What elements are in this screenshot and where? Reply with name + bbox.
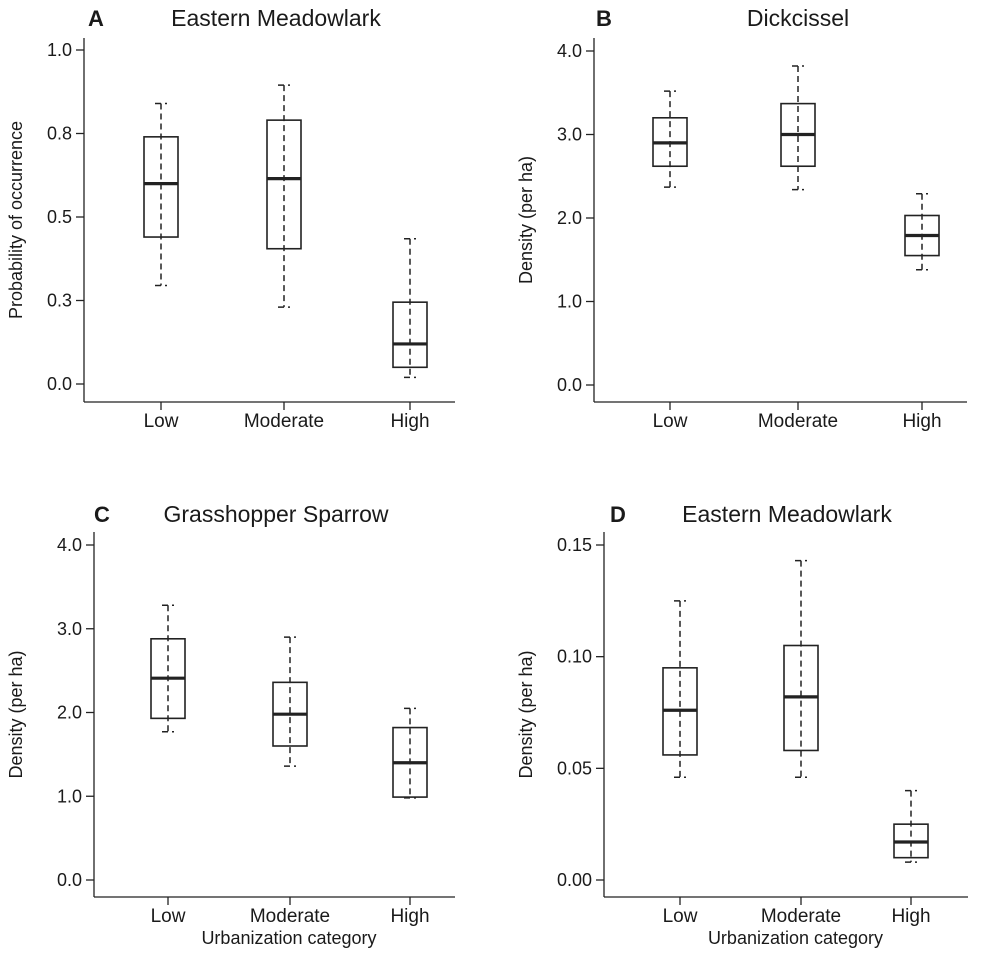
y-tick-label: 0.05 bbox=[557, 758, 592, 778]
y-tick-label: 0.8 bbox=[47, 124, 72, 144]
y-axis-title: Probability of occurrence bbox=[6, 121, 26, 319]
y-tick-label: 3.0 bbox=[57, 619, 82, 639]
box-low bbox=[150, 604, 186, 733]
box-high bbox=[893, 789, 929, 863]
y-tick-label: 0.3 bbox=[47, 291, 72, 311]
x-axis-title: Urbanization category bbox=[708, 928, 883, 948]
x-tick-label: High bbox=[390, 411, 429, 432]
y-axis-title: Density (per ha) bbox=[516, 650, 536, 778]
box-moderate bbox=[272, 636, 308, 767]
panel-letter: A bbox=[88, 6, 104, 31]
y-axis-title: Density (per ha) bbox=[516, 156, 536, 284]
box-high bbox=[392, 237, 428, 379]
box-moderate bbox=[783, 559, 819, 779]
panel-letter: C bbox=[94, 502, 110, 527]
panel-a: A Eastern Meadowlark 0.0 0.3 0.5 0.8 1.0 Probab… bbox=[6, 5, 455, 432]
x-tick-label: Moderate bbox=[758, 411, 838, 432]
box-high bbox=[904, 193, 940, 271]
box-moderate bbox=[780, 65, 816, 191]
box-low bbox=[652, 90, 688, 188]
panel-letter: B bbox=[596, 6, 612, 31]
y-tick-label: 1.0 bbox=[57, 786, 82, 806]
x-axis-title: Urbanization category bbox=[201, 928, 376, 948]
panel-title: Eastern Meadowlark bbox=[682, 501, 892, 527]
panel-title: Grasshopper Sparrow bbox=[164, 501, 389, 527]
y-tick-label: 3.0 bbox=[557, 125, 582, 145]
y-tick-label: 4.0 bbox=[557, 41, 582, 61]
y-tick-label: 1.0 bbox=[47, 40, 72, 60]
y-tick-label: 0.15 bbox=[557, 535, 592, 555]
x-tick-label: High bbox=[891, 906, 930, 927]
y-tick-label: 1.0 bbox=[557, 292, 582, 312]
panel-letter: D bbox=[610, 502, 626, 527]
x-tick-label: Moderate bbox=[761, 906, 841, 927]
y-tick-label: 0.10 bbox=[557, 647, 592, 667]
y-tick-label: 0.00 bbox=[557, 870, 592, 890]
x-tick-label: Moderate bbox=[250, 906, 330, 927]
y-tick-label: 4.0 bbox=[57, 535, 82, 555]
x-tick-label: Moderate bbox=[244, 411, 324, 432]
panel-b: B Dickcissel 0.0 1.0 2.0 3.0 4.0 Density (per h… bbox=[516, 5, 967, 432]
x-tick-label: Low bbox=[663, 906, 698, 927]
x-tick-label: High bbox=[390, 906, 429, 927]
y-tick-label: 0.0 bbox=[57, 870, 82, 890]
x-tick-label: Low bbox=[151, 906, 186, 927]
box-high bbox=[392, 707, 428, 799]
y-axis-title: Density (per ha) bbox=[6, 650, 26, 778]
x-tick-label: Low bbox=[144, 411, 179, 432]
x-tick-label: High bbox=[902, 411, 941, 432]
box-low bbox=[662, 600, 698, 779]
x-tick-label: Low bbox=[653, 411, 688, 432]
y-tick-label: 0.0 bbox=[47, 374, 72, 394]
panel-title: Dickcissel bbox=[747, 5, 849, 31]
y-tick-label: 0.5 bbox=[47, 207, 72, 227]
panel-title: Eastern Meadowlark bbox=[171, 5, 381, 31]
y-tick-label: 0.0 bbox=[557, 375, 582, 395]
box-low bbox=[143, 102, 179, 287]
panel-d: D Eastern Meadowlark 0.00 0.05 0.10 0.15 Densi… bbox=[516, 501, 968, 948]
y-tick-label: 2.0 bbox=[57, 703, 82, 723]
box-moderate bbox=[266, 84, 302, 308]
y-tick-label: 2.0 bbox=[557, 208, 582, 228]
panel-c: C Grasshopper Sparrow 0.0 1.0 2.0 3.0 4.0 Densi… bbox=[6, 501, 455, 948]
